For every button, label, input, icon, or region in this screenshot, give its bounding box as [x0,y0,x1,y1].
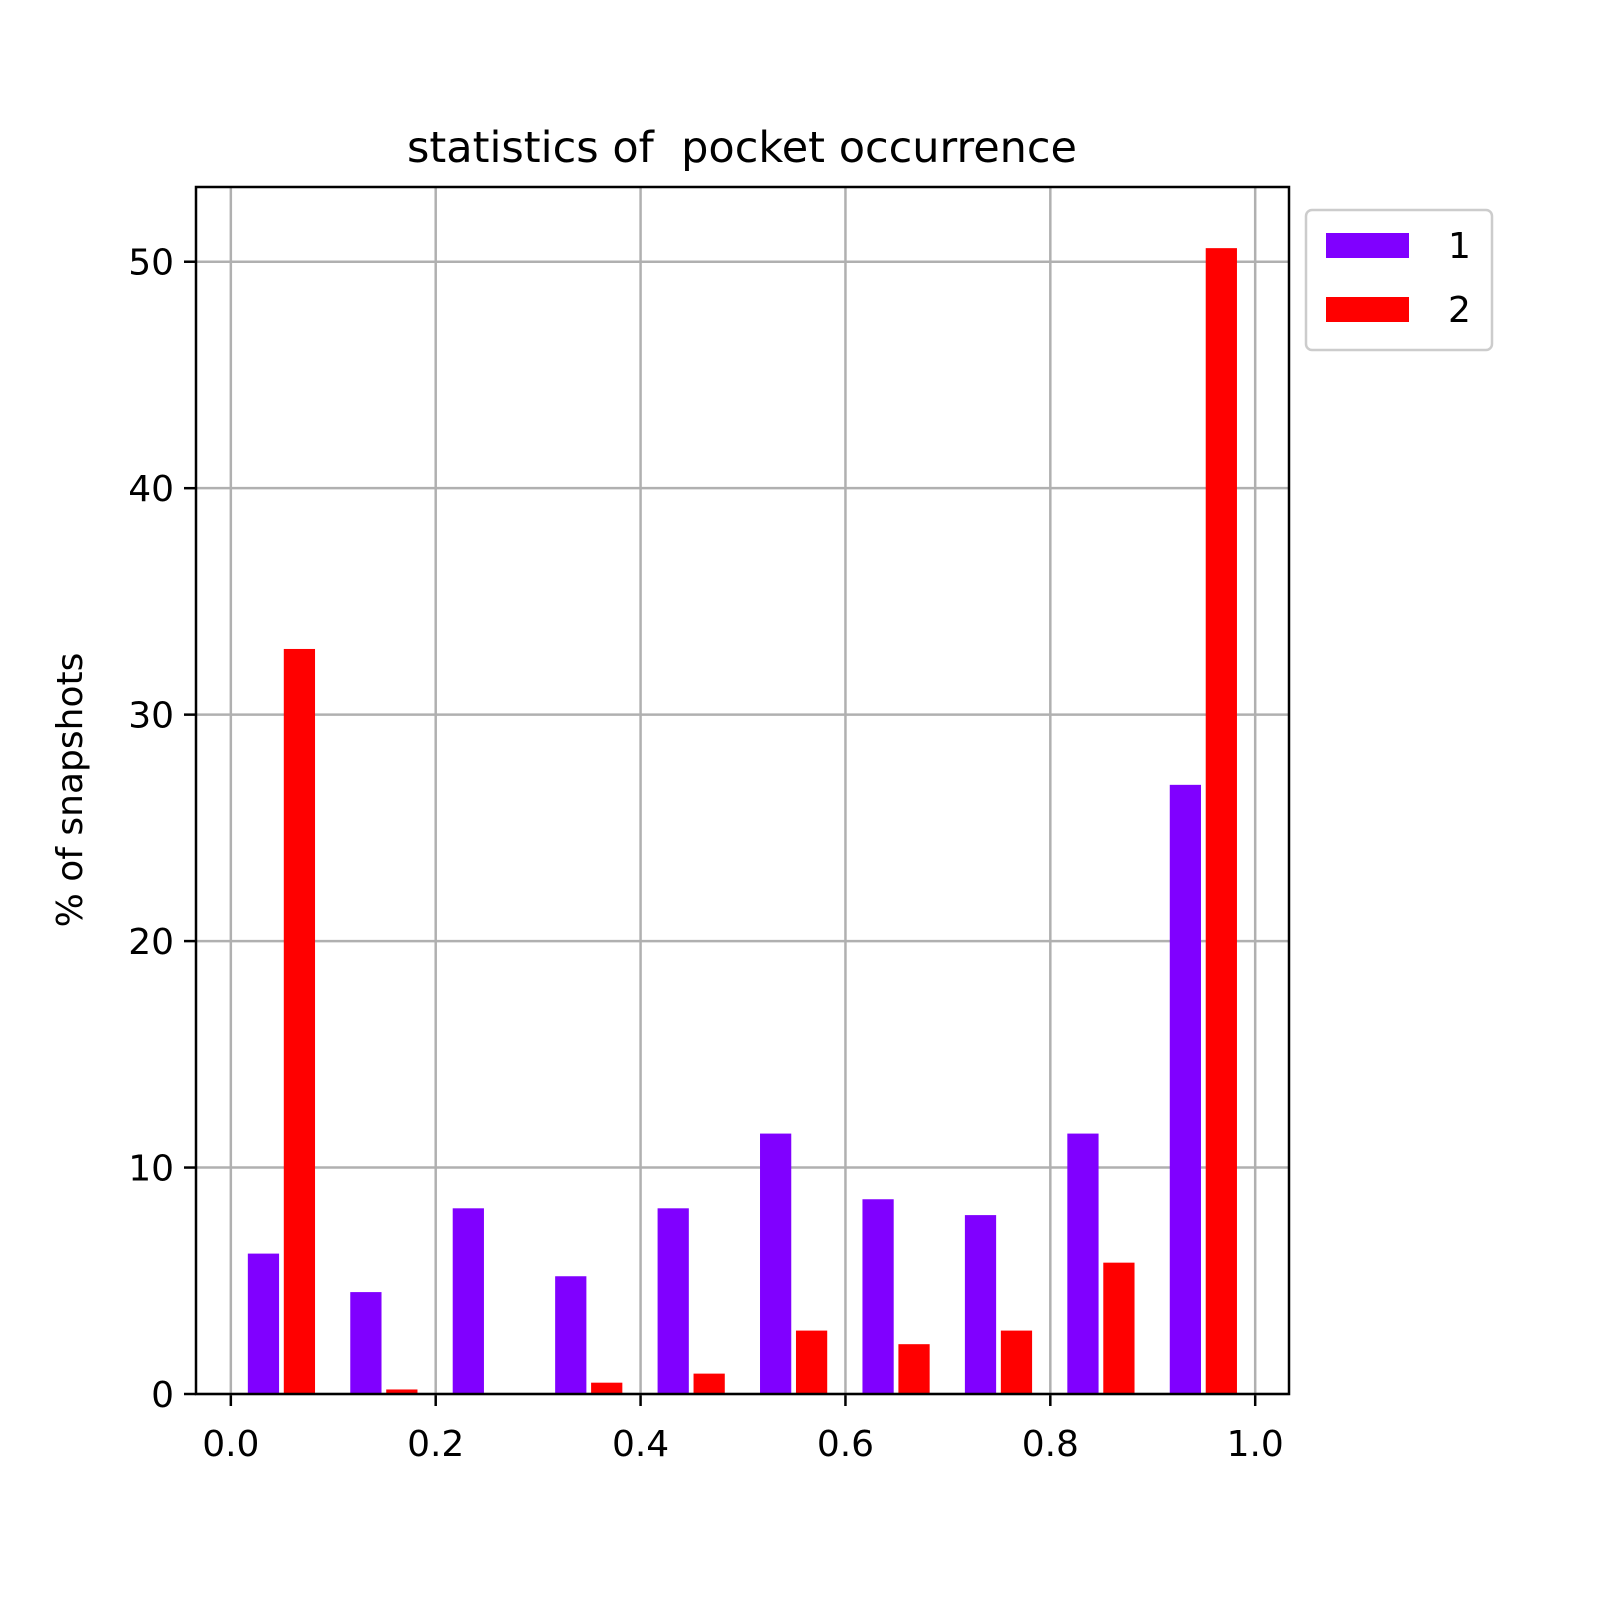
x-tick-label: 0.2 [407,1424,464,1465]
bar [760,1133,792,1394]
legend-label: 2 [1448,290,1471,331]
bar [964,1215,997,1394]
y-tick-label: 10 [128,1149,174,1190]
bar [1169,784,1202,1394]
x-tick-label: 0.4 [612,1424,669,1465]
chart-title: statistics of pocket occurrence [407,123,1077,173]
bar [452,1208,484,1394]
y-tick-label: 40 [128,469,174,510]
bar [283,648,316,1394]
legend-label: 1 [1448,226,1471,267]
x-tick-label: 0.6 [817,1424,874,1465]
y-tick-label: 20 [128,922,174,963]
bar [1000,1330,1033,1394]
bar [693,1373,725,1394]
bar [1205,248,1237,1395]
bar [591,1382,623,1394]
bar [555,1276,587,1394]
bar [795,1330,828,1394]
bar [1103,1262,1135,1394]
bar [350,1292,382,1394]
legend-swatch [1326,297,1409,322]
x-tick-label: 0.0 [202,1424,259,1465]
x-tick-label: 0.8 [1022,1424,1079,1465]
y-tick-label: 30 [128,696,174,737]
y-tick-label: 0 [151,1375,174,1416]
bar [657,1208,689,1394]
bar [1067,1133,1099,1394]
bar [862,1199,894,1394]
x-tick-label: 1.0 [1227,1424,1284,1465]
bar [898,1344,930,1394]
bar [247,1253,280,1394]
y-axis-label: % of snapshots [50,653,91,928]
plot-frame [194,185,1291,1396]
y-tick-label: 50 [128,243,174,284]
bar [386,1389,418,1394]
legend-swatch [1326,233,1409,258]
